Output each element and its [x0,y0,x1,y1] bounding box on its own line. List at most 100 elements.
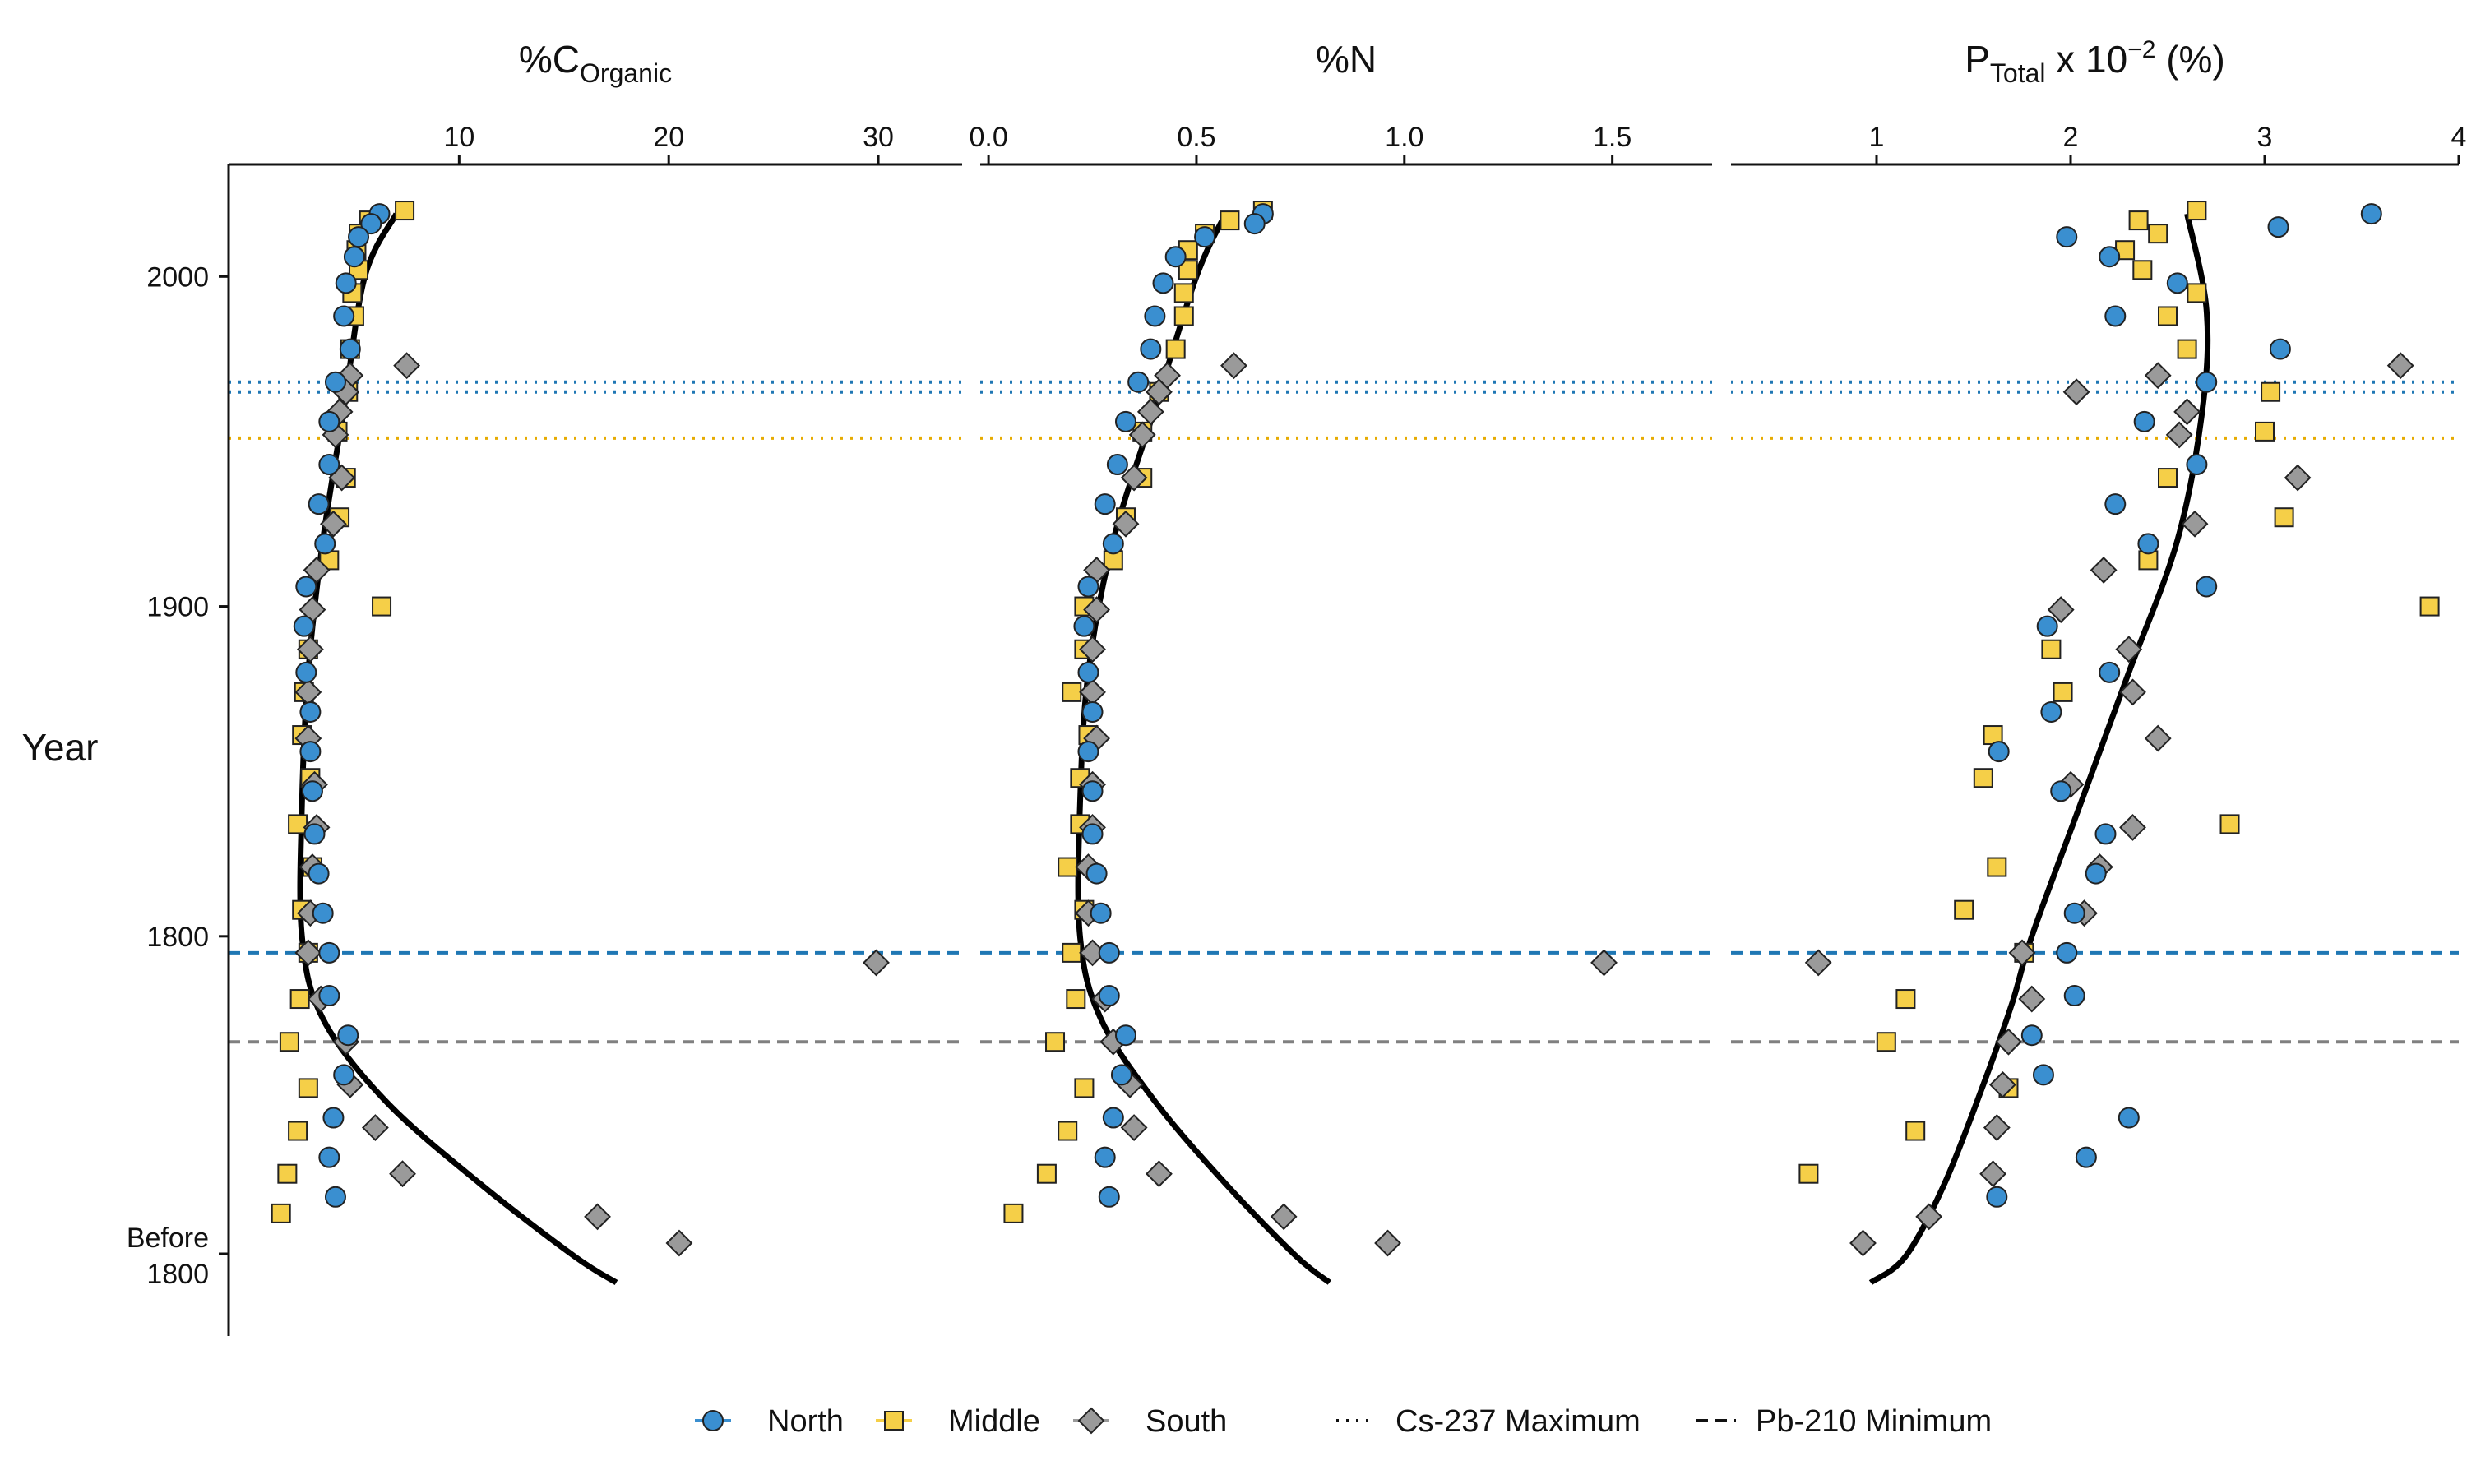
point-south [2018,985,2046,1013]
point-middle [1036,1163,1057,1184]
point-middle [2187,201,2207,221]
y-tick-label: 2000 [146,261,209,293]
point-south [2115,636,2143,663]
point-north [2094,823,2117,845]
point-middle [298,1078,318,1098]
point-south [2284,464,2312,492]
point-middle [1165,339,1186,359]
point-middle [1973,768,1993,788]
point-south [2173,398,2201,426]
point-south [1849,1229,1877,1257]
point-north [322,1107,345,1129]
point-north [1090,902,1112,924]
legend: North Middle South Cs-237 Maximum Pb-210 Min… [695,1404,1992,1439]
point-north [2133,410,2155,432]
y-tick-label: 1900 [146,592,209,623]
point-south [665,1229,693,1257]
point-north [318,454,340,476]
point-south [1979,1160,2007,1188]
point-middle [2274,507,2294,528]
point-south [2090,557,2118,584]
point-south [1146,378,1173,406]
point-middle [1003,1203,1024,1223]
point-south [1270,1203,1298,1231]
point-south [1590,949,1618,977]
point-middle [1905,1121,1926,1141]
point-south [1112,510,1140,538]
point-north [1114,1024,1136,1047]
point-south [1915,1203,1943,1231]
point-north [2056,226,2078,248]
x-tick-label: 3 [2257,122,2273,153]
y-tick-label-before: Before [127,1223,209,1254]
point-north [2267,216,2289,238]
point-north [2056,941,2078,964]
point-north [324,371,346,393]
point-middle [1987,857,2007,877]
point-middle [2255,421,2275,442]
point-north [1106,454,1128,476]
point-south [1146,1160,1173,1188]
point-south [1083,596,1111,623]
point-middle [2128,210,2149,231]
point-north [1986,1186,2008,1208]
point-north [318,410,340,432]
point-north [2099,246,2121,268]
point-middle [2053,682,2073,702]
series-south [294,352,890,1257]
point-south [2062,378,2090,406]
x-tick-label: 0.5 [1177,122,1215,153]
point-north [1081,823,1104,845]
point-middle [2261,381,2281,402]
legend-label: South [1146,1404,1227,1439]
point-south [361,1114,389,1141]
legend-label: Pb-210 Minimum [1756,1404,1992,1439]
point-south [2181,510,2209,538]
point-middle [2419,596,2440,617]
point-north [2050,780,2072,802]
point-south [2047,596,2075,623]
point-north [1098,1186,1120,1208]
point-north [1077,741,1099,763]
point-north [1094,493,1116,515]
legend-marker-north [702,1410,724,1431]
x-tick-label: 20 [653,122,684,153]
x-tick-label: 0.0 [969,122,1007,153]
x-tick-label: 4 [2451,122,2467,153]
point-north [1098,985,1120,1007]
panel-n: 0.0 0.5 1.0 1.5 %N [969,38,1712,1285]
point-north [343,246,365,268]
point-north [1077,661,1099,683]
point-north [2269,338,2291,360]
point-south [2008,939,2036,967]
point-north [2063,985,2085,1007]
point-north [1140,338,1162,360]
panels-layer: 10 20 30 %COrganic 0.0 0.5 1.0 1.5 %N 1 2 3 4 PTotal … [229,36,2467,1285]
panel-p: 1 2 3 4 PTotal x 10−2 (%) [1731,36,2467,1285]
x-tick-label: 30 [863,122,894,153]
point-middle [1066,989,1086,1010]
point-north [2186,454,2208,476]
point-middle [1062,682,1082,702]
point-south [1995,1028,2022,1056]
point-north [1081,780,1104,802]
point-middle [1173,283,1194,303]
point-north [337,1024,359,1047]
point-south [389,1160,416,1188]
point-south [1120,464,1148,492]
point-south [1983,1114,2011,1141]
point-middle [2132,260,2153,280]
x-tick-label: 1.5 [1593,122,1632,153]
point-north [2040,700,2062,723]
point-south [1079,636,1106,663]
point-north [1077,576,1099,598]
legend-item-pb: Pb-210 Minimum [1696,1404,1992,1439]
y-axis: Year 2000 1900 1800 Before 1800 [22,164,230,1336]
point-middle [1876,1032,1896,1052]
point-south [2144,724,2172,752]
point-middle [2148,224,2168,244]
point-middle [2158,306,2178,326]
point-north [2196,576,2218,598]
legend-item-middle: Middle [876,1404,1040,1439]
